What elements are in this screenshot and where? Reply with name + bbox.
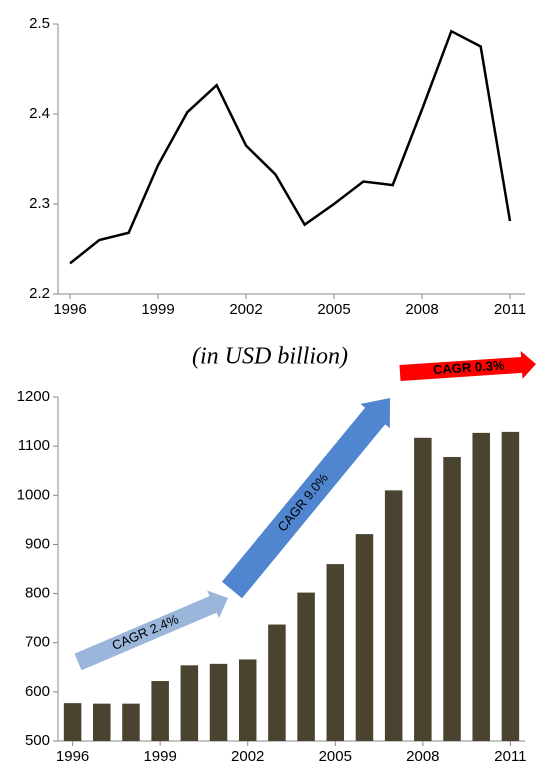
arrow-shape [399, 350, 537, 381]
x-tick-label: 2011 [494, 748, 526, 765]
x-tick-label: 2005 [319, 748, 352, 765]
y-tick-label: 800 [25, 585, 50, 602]
chart-subtitle: (in USD billion) [192, 344, 348, 370]
bar [443, 456, 461, 741]
y-tick-label: 2.3 [29, 195, 50, 212]
x-tick-label: 1996 [56, 748, 89, 765]
bar [297, 592, 315, 741]
arrow-shape [74, 590, 228, 671]
x-tick-label: 2005 [317, 301, 350, 318]
bar [238, 659, 257, 741]
y-tick-label: 900 [25, 535, 50, 552]
bar [93, 703, 111, 741]
cagr-arrow: CAGR 0.3% [399, 350, 537, 381]
arrow-shape [221, 397, 391, 599]
cagr-arrow: CAGR 9.0% [221, 397, 391, 599]
bar [180, 665, 199, 741]
annotation: CAGR 9.0% [274, 470, 331, 535]
bar [501, 431, 520, 741]
bar [414, 437, 432, 741]
x-tick-label: 2008 [405, 301, 438, 318]
y-tick-label: 2.2 [29, 285, 50, 302]
x-tick-label: 2008 [406, 748, 439, 765]
y-tick-label: 1100 [18, 437, 50, 454]
bar [268, 624, 286, 741]
bar [122, 703, 140, 741]
y-tick-label: 2.5 [29, 15, 50, 32]
x-tick-label: 2002 [231, 748, 264, 765]
bar [209, 663, 228, 741]
x-tick-label: 1999 [143, 748, 176, 765]
bar [472, 432, 490, 741]
bar [384, 490, 403, 741]
bar [355, 534, 374, 741]
y-tick-label: 600 [25, 683, 50, 700]
y-tick-label: 2.4 [29, 105, 50, 122]
bar [326, 564, 345, 741]
y-tick-label: 1200 [17, 388, 50, 405]
line [69, 29, 512, 265]
annotation: CAGR 0.3% [433, 358, 506, 378]
x-tick-label: 2011 [494, 301, 526, 318]
x-tick-label: 1999 [141, 301, 174, 318]
y-tick-label: 700 [25, 634, 50, 651]
cagr-arrow: CAGR 2.4% [74, 590, 228, 671]
bar [63, 703, 82, 741]
bar [151, 681, 169, 741]
x-tick-label: 1996 [53, 301, 86, 318]
y-tick-label: 1000 [17, 486, 50, 503]
y-tick-label: 500 [25, 732, 50, 749]
x-tick-label: 2002 [229, 301, 262, 318]
